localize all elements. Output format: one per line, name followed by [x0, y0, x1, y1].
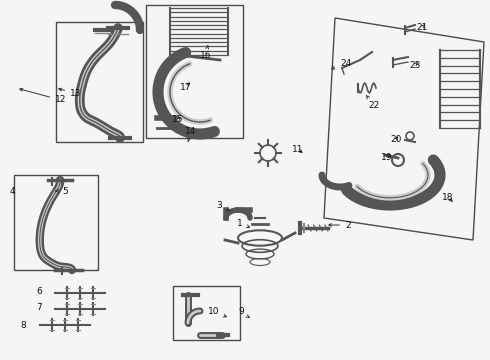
Text: 20: 20: [390, 135, 401, 144]
Text: 5: 5: [56, 186, 68, 195]
Text: 19: 19: [381, 153, 392, 162]
Text: 21: 21: [416, 23, 427, 32]
Text: 24: 24: [332, 59, 351, 69]
Text: 16: 16: [200, 46, 212, 60]
Text: 9: 9: [238, 307, 249, 318]
Text: 1: 1: [237, 219, 249, 228]
Text: 3: 3: [216, 202, 229, 211]
Text: 11: 11: [292, 144, 303, 153]
Text: 15: 15: [172, 116, 183, 125]
Text: 4: 4: [10, 186, 16, 195]
Text: 12: 12: [20, 89, 66, 104]
Bar: [14, 175, 98, 270]
Text: 10: 10: [207, 307, 226, 317]
Bar: [56, 22, 143, 142]
Bar: [173, 286, 240, 340]
Text: 18: 18: [442, 193, 454, 202]
Text: 23: 23: [409, 60, 420, 69]
Text: 7: 7: [36, 303, 42, 312]
Bar: [146, 5, 243, 138]
Text: 2: 2: [329, 220, 351, 230]
Text: 17: 17: [180, 82, 192, 91]
Text: 6: 6: [36, 288, 42, 297]
Text: 13: 13: [59, 88, 81, 98]
Text: 8: 8: [20, 320, 26, 329]
Text: 22: 22: [367, 95, 379, 109]
Text: 14: 14: [185, 127, 196, 142]
